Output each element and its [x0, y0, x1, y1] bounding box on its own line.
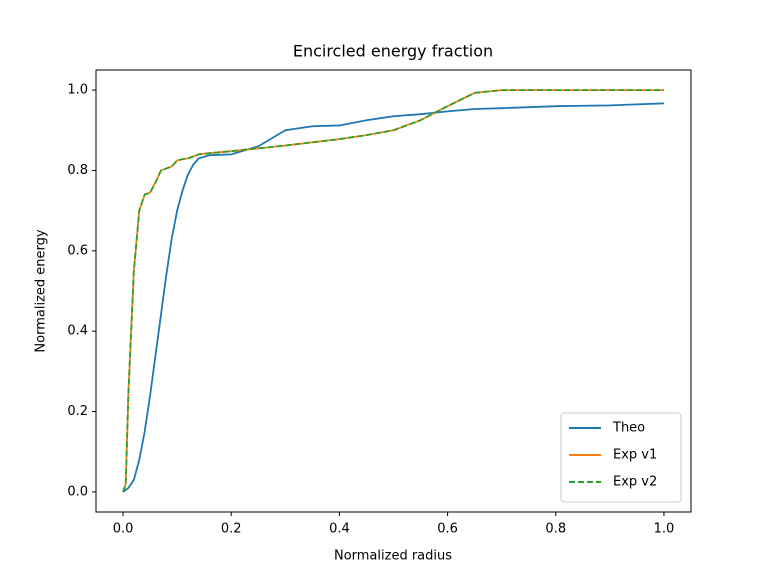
plot-frame	[95, 69, 692, 513]
x-tick-label: 0.6	[437, 522, 458, 537]
y-tick-label: 1.0	[67, 83, 88, 98]
legend-box	[560, 412, 682, 503]
chart-title: Encircled energy fraction	[293, 42, 493, 61]
legend-label: Theo	[612, 421, 645, 436]
series-line	[122, 102, 664, 493]
x-tick-label: 0.4	[329, 522, 350, 537]
y-tick-label: 0.4	[67, 324, 88, 339]
y-tick-label: 0.6	[67, 243, 88, 258]
x-tick-label: 0.2	[221, 522, 242, 537]
x-axis-label: Normalized radius	[334, 549, 452, 564]
legend-label: Exp v1	[613, 448, 657, 463]
legend-label: Exp v2	[613, 475, 657, 490]
y-tick-label: 0.0	[67, 484, 88, 499]
x-tick-label: 1.0	[654, 522, 675, 537]
x-tick-label: 0.8	[545, 522, 566, 537]
y-tick-label: 0.2	[67, 404, 88, 419]
x-tick-label: 0.0	[113, 522, 134, 537]
y-axis-label: Normalized energy	[34, 229, 49, 352]
series-line	[122, 89, 664, 493]
y-tick-label: 0.8	[67, 163, 88, 178]
